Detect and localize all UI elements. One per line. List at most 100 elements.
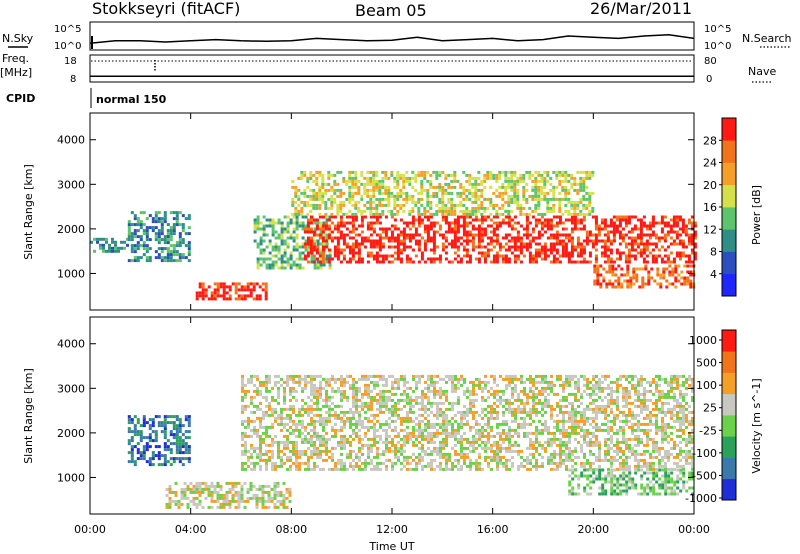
data-cell — [421, 428, 424, 432]
data-cell — [505, 464, 508, 468]
data-cell — [390, 191, 394, 195]
data-cell — [316, 374, 319, 378]
data-cell — [403, 464, 406, 468]
data-cell — [477, 245, 481, 249]
data-cell — [354, 251, 358, 255]
data-cell — [247, 389, 250, 393]
data-cell — [391, 464, 394, 468]
data-cell — [265, 443, 268, 447]
data-cell — [456, 224, 460, 228]
data-cell — [490, 407, 493, 411]
data-cell — [648, 221, 652, 225]
data-cell — [418, 401, 421, 405]
data-cell — [361, 374, 364, 378]
data-cell — [399, 233, 403, 237]
data-cell — [502, 410, 505, 414]
data-cell — [154, 439, 158, 443]
data-cell — [573, 215, 577, 219]
data-cell — [662, 273, 666, 277]
data-cell — [166, 439, 170, 443]
data-cell — [480, 245, 484, 249]
data-cell — [321, 260, 325, 264]
data-cell — [519, 179, 523, 183]
data-cell — [198, 493, 202, 497]
data-cell — [490, 428, 493, 432]
data-cell — [669, 227, 673, 231]
data-cell — [277, 464, 280, 468]
data-cell — [139, 430, 143, 434]
data-cell — [421, 437, 424, 441]
data-cell — [169, 259, 173, 263]
data-cell — [391, 374, 394, 378]
data-cell — [172, 229, 176, 233]
data-cell — [636, 245, 640, 249]
data-cell — [381, 230, 385, 234]
data-cell — [265, 449, 268, 453]
data-cell — [174, 481, 178, 485]
data-cell — [387, 185, 391, 189]
data-cell — [240, 294, 244, 298]
data-cell — [363, 215, 367, 219]
data-cell — [157, 238, 161, 242]
data-cell — [471, 242, 475, 246]
data-cell — [388, 434, 391, 438]
data-cell — [477, 239, 481, 243]
data-cell — [375, 233, 379, 237]
data-cell — [429, 173, 433, 177]
data-cell — [552, 206, 556, 210]
data-cell — [280, 260, 284, 264]
data-cell — [417, 218, 421, 222]
data-cell — [504, 191, 508, 195]
data-cell — [292, 245, 296, 249]
data-cell — [280, 455, 283, 459]
data-cell — [417, 224, 421, 228]
data-cell — [318, 194, 322, 198]
data-cell — [340, 464, 343, 468]
data-cell — [316, 413, 319, 417]
data-cell — [346, 455, 349, 459]
data-cell — [510, 170, 514, 174]
data-cell — [306, 260, 310, 264]
data-cell — [474, 257, 478, 261]
data-cell — [160, 454, 164, 458]
data-cell — [444, 236, 448, 240]
data-cell — [531, 209, 535, 213]
data-cell — [411, 194, 415, 198]
data-cell — [489, 236, 493, 240]
data-cell — [169, 457, 173, 461]
data-cell — [174, 499, 178, 503]
data-cell — [499, 455, 502, 459]
data-cell — [312, 194, 316, 198]
data-cell — [366, 194, 370, 198]
data-cell — [268, 401, 271, 405]
data-cell — [522, 254, 526, 258]
data-cell — [243, 505, 247, 509]
data-cell — [474, 233, 478, 237]
data-cell — [178, 235, 182, 239]
data-cell — [541, 464, 544, 468]
data-cell — [127, 427, 131, 431]
data-cell — [378, 197, 382, 201]
data-cell — [133, 250, 137, 254]
data-cell — [534, 251, 538, 255]
data-cell — [295, 248, 299, 252]
data-cell — [439, 386, 442, 390]
data-cell — [468, 197, 472, 201]
data-cell — [445, 437, 448, 441]
data-cell — [172, 223, 176, 227]
data-cell — [289, 455, 292, 459]
data-cell — [406, 392, 409, 396]
data-cell — [585, 260, 589, 264]
data-cell — [375, 218, 379, 222]
data-cell — [366, 188, 370, 192]
data-cell — [537, 179, 541, 183]
data-cell — [442, 401, 445, 405]
data-cell — [309, 194, 313, 198]
data-cell — [603, 242, 607, 246]
data-cell — [525, 224, 529, 228]
data-cell — [304, 380, 307, 384]
data-cell — [316, 260, 320, 264]
data-cell — [480, 227, 484, 231]
data-cell — [450, 197, 454, 201]
data-cell — [346, 437, 349, 441]
